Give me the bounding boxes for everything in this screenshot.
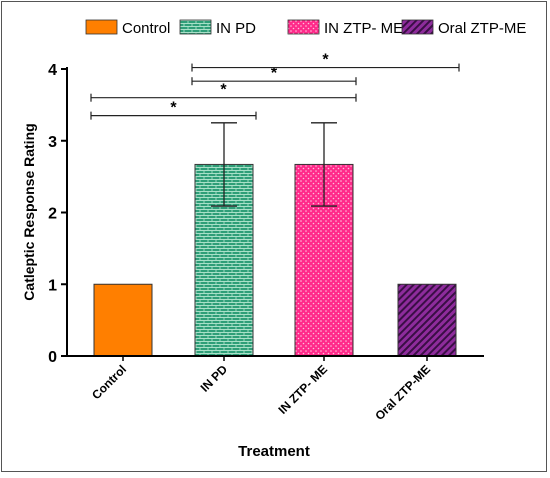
legend-label: Oral ZTP-ME: [438, 20, 526, 37]
significance-star: *: [220, 82, 227, 99]
bars-layer: [93, 163, 457, 357]
legend-label: IN ZTP- ME: [324, 20, 403, 37]
x-tick-label: Control: [89, 362, 129, 402]
legend-swatch: [85, 19, 118, 35]
y-axis-ticks: 0 1 2 3 4: [48, 62, 67, 366]
y-tick-label: 0: [48, 349, 57, 366]
legend: Control IN PD IN ZTP- ME Oral ZTP-ME: [85, 19, 526, 37]
y-tick-label: 3: [48, 134, 57, 151]
legend-swatch: [179, 19, 212, 35]
bar-chart: Control IN PD IN ZTP- ME Oral ZTP-ME * * * * 0…: [21, 19, 526, 460]
legend-label: IN PD: [216, 20, 256, 37]
y-tick-label: 1: [48, 277, 57, 294]
significance-star: *: [170, 100, 177, 117]
bar-oral-ztp-me: [397, 283, 457, 357]
x-axis-title: Treatment: [238, 443, 310, 460]
significance-star: *: [322, 52, 329, 69]
x-axis-ticks: Control IN PD IN ZTP- ME Oral ZTP-ME: [89, 356, 433, 423]
x-tick-label: IN ZTP- ME: [275, 362, 330, 417]
significance-star: *: [271, 65, 278, 82]
error-bars-layer: [211, 122, 337, 207]
x-tick-label: Oral ZTP-ME: [372, 362, 433, 423]
legend-swatch: [401, 19, 434, 35]
x-tick-label: IN PD: [198, 362, 231, 395]
y-axis-title: Catleptic Response Rating: [21, 123, 37, 300]
significance-layer: * * * *: [90, 52, 460, 120]
chart-frame: Control IN PD IN ZTP- ME Oral ZTP-ME * * * * 0…: [1, 1, 547, 472]
legend-swatch: [287, 19, 320, 35]
y-tick-label: 2: [48, 206, 57, 223]
y-tick-label: 4: [48, 62, 57, 79]
bar-control: [93, 283, 153, 357]
legend-label: Control: [122, 20, 170, 37]
